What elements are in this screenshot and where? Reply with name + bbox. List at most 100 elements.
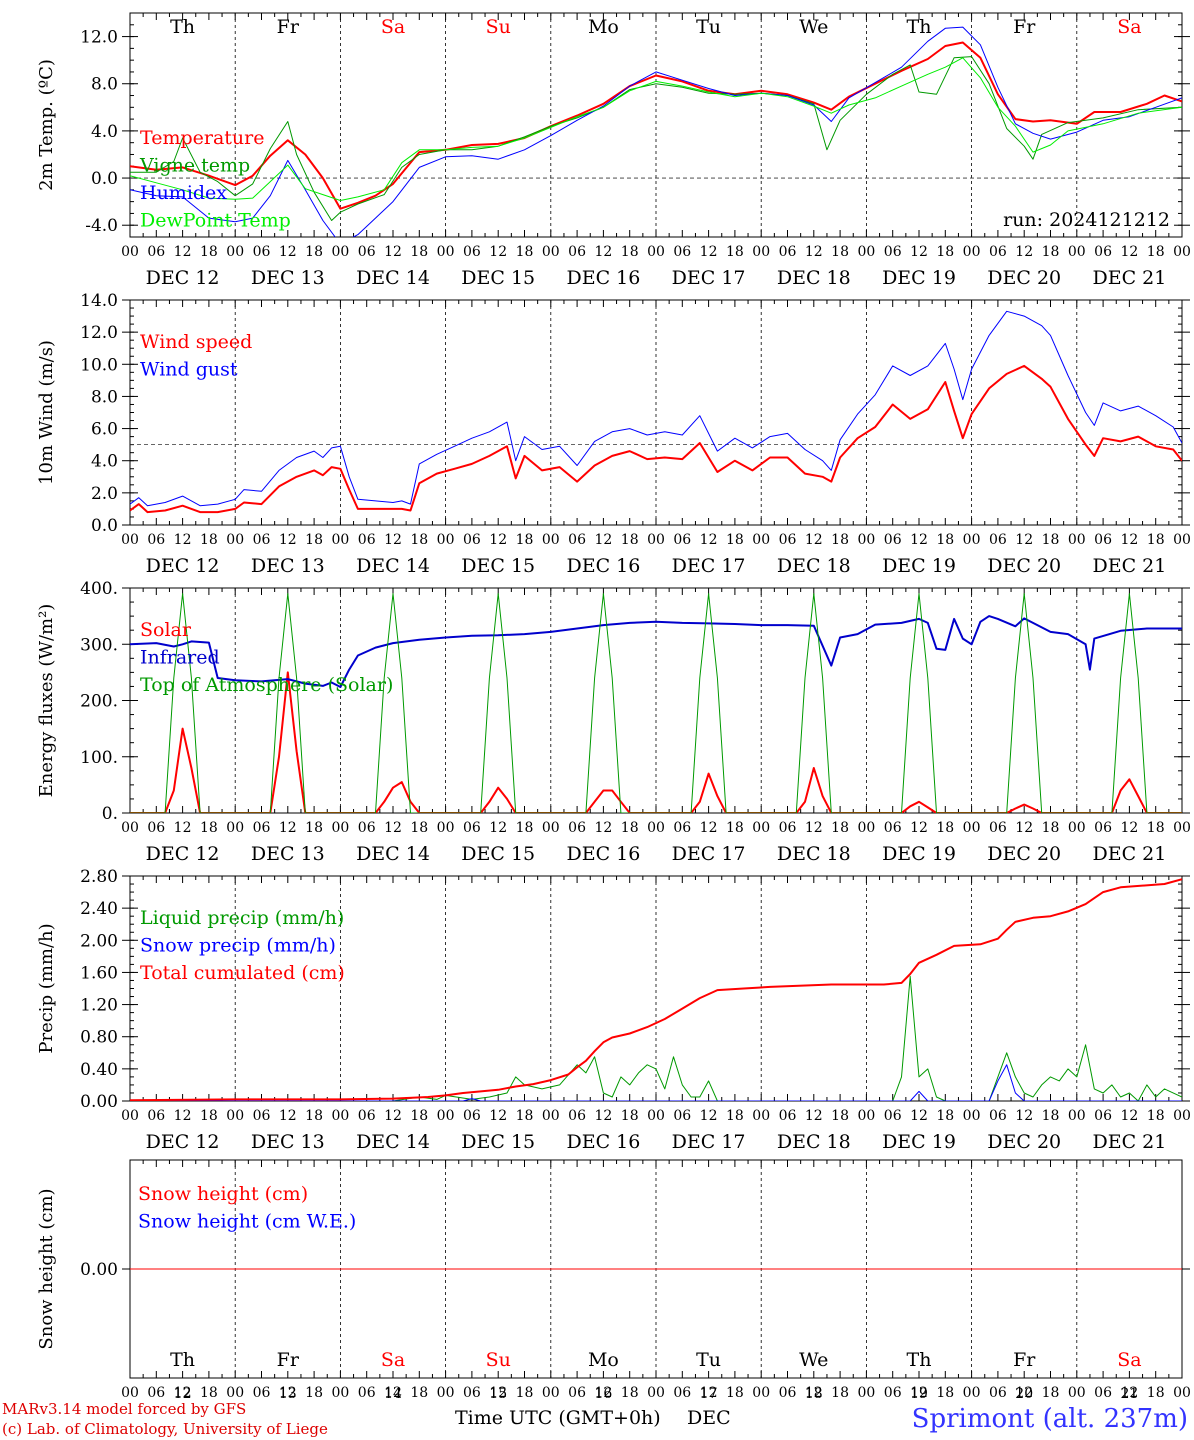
hour-label: 00 <box>752 820 770 836</box>
legend-entry: Top of Atmosphere (Solar) <box>140 674 393 696</box>
hour-label: 12 <box>1015 1108 1033 1124</box>
hour-label: 18 <box>621 244 639 260</box>
hour-label: 06 <box>1094 244 1112 260</box>
hour-label: 12 <box>384 1108 402 1124</box>
hour-label: 06 <box>1094 820 1112 836</box>
weekday-bottom: Fr <box>277 1349 300 1371</box>
day-number: 15 <box>489 1386 507 1402</box>
hour-label: 00 <box>647 532 665 548</box>
hour-label: 18 <box>516 244 534 260</box>
day-label: DEC 15 <box>461 555 535 577</box>
hour-label: 06 <box>884 820 902 836</box>
hour-label: 00 <box>121 532 139 548</box>
weekday-bottom: Th <box>907 1349 932 1371</box>
hour-label: 18 <box>305 1108 323 1124</box>
hour-label: 06 <box>253 244 271 260</box>
hour-label: 00 <box>1173 1385 1191 1401</box>
weekday-top: Th <box>170 16 195 38</box>
day-label: DEC 21 <box>1092 267 1166 289</box>
hour-label: 00 <box>542 1385 560 1401</box>
panel-snow: 0.00 Snow height (cm) Snow height (cm) Snow… <box>36 1159 1191 1401</box>
hour-label: 18 <box>200 244 218 260</box>
run-label: run: 2024121212 <box>1003 209 1170 231</box>
day-label: DEC 18 <box>777 267 851 289</box>
hour-label: 00 <box>752 1108 770 1124</box>
y-tick-label: 0.80 <box>80 1028 118 1048</box>
y-tick-label: 400. <box>80 579 118 599</box>
hour-label: 00 <box>1068 532 1086 548</box>
hour-label: 00 <box>331 820 349 836</box>
hour-label: 00 <box>857 532 875 548</box>
hour-label: 00 <box>963 1108 981 1124</box>
credit-line2: (c) Lab. of Climatology, University of L… <box>2 1420 328 1438</box>
weekday-top: Fr <box>1013 16 1036 38</box>
y-tick-label: 4.0 <box>91 452 118 472</box>
day-label: DEC 16 <box>566 267 640 289</box>
day-label: DEC 13 <box>251 555 325 577</box>
hour-label: 18 <box>936 1385 954 1401</box>
hour-label: 06 <box>779 244 797 260</box>
panel-precip: 0.00 0.40 0.80 1.20 1.60 2.00 2.40 2.80 Precip (… <box>36 867 1191 1153</box>
panel-temp: -4.0 0.0 4.0 8.0 12.0 2m Temp. (ºC) Temperatur… <box>36 12 1191 289</box>
station-label: Sprimont (alt. 237m) <box>912 1404 1188 1434</box>
hour-label: 12 <box>1120 1385 1138 1401</box>
y-tick-label: 2.0 <box>91 484 118 504</box>
hour-label: 12 <box>279 532 297 548</box>
weekday-bottom: Tu <box>696 1349 721 1371</box>
hour-label: 18 <box>1147 1385 1165 1401</box>
hour-label: 12 <box>279 1108 297 1124</box>
hour-label: 18 <box>1147 1108 1165 1124</box>
hour-label: 00 <box>647 244 665 260</box>
hour-label: 00 <box>226 244 244 260</box>
hour-label: 18 <box>200 532 218 548</box>
hour-label: 12 <box>1015 532 1033 548</box>
series-group <box>130 310 1182 514</box>
hour-label: 18 <box>410 1385 428 1401</box>
day-number: 12 <box>174 1386 192 1402</box>
weekday-bottom: Mo <box>588 1349 619 1371</box>
weekday-top: Fr <box>277 16 300 38</box>
hour-label: 00 <box>331 1108 349 1124</box>
y-axis-label: Precip (mm/h) <box>36 923 57 1053</box>
day-number: 20 <box>1015 1386 1033 1402</box>
hour-label: 18 <box>200 1385 218 1401</box>
y-tick-label: 300. <box>80 635 118 655</box>
hour-label: 00 <box>331 1385 349 1401</box>
day-label: DEC 21 <box>1092 1131 1166 1153</box>
series-top-of-atmosphere-solar- <box>130 593 1182 813</box>
day-label: DEC 19 <box>882 267 956 289</box>
credit-line1: MARv3.14 model forced by GFS <box>2 1400 246 1418</box>
hour-label: 18 <box>726 1385 744 1401</box>
hour-label: 12 <box>1015 244 1033 260</box>
hour-label: 18 <box>621 532 639 548</box>
hour-label: 06 <box>147 1385 165 1401</box>
hour-label: 06 <box>1094 1108 1112 1124</box>
day-number: 19 <box>910 1386 928 1402</box>
panel-wind: 0.0 2.0 4.0 6.0 8.0 10.0 12.0 14.0 10m Wind (m/s… <box>36 291 1191 577</box>
legend-entry: Temperature <box>140 127 264 149</box>
series-temperature <box>130 41 1182 210</box>
hour-label: 06 <box>253 1108 271 1124</box>
hour-label: 00 <box>647 1108 665 1124</box>
hour-label: 06 <box>147 1108 165 1124</box>
hour-label: 06 <box>568 1385 586 1401</box>
y-tick-label: 12.0 <box>80 28 118 48</box>
hour-label: 06 <box>673 532 691 548</box>
x-axis-month: DEC <box>687 1407 731 1429</box>
day-label: DEC 16 <box>566 555 640 577</box>
hour-label: 00 <box>1068 244 1086 260</box>
hour-label: 12 <box>1015 820 1033 836</box>
y-tick-label: 0. <box>102 804 118 824</box>
hour-label: 18 <box>936 532 954 548</box>
hour-label: 18 <box>305 820 323 836</box>
day-label: DEC 20 <box>987 267 1061 289</box>
day-number: 16 <box>594 1386 612 1402</box>
hour-label: 18 <box>936 244 954 260</box>
day-label: DEC 12 <box>146 555 220 577</box>
day-label: DEC 13 <box>251 267 325 289</box>
day-label: DEC 20 <box>987 555 1061 577</box>
hour-label: 06 <box>884 532 902 548</box>
hour-label: 12 <box>1120 1108 1138 1124</box>
hour-label: 00 <box>121 820 139 836</box>
